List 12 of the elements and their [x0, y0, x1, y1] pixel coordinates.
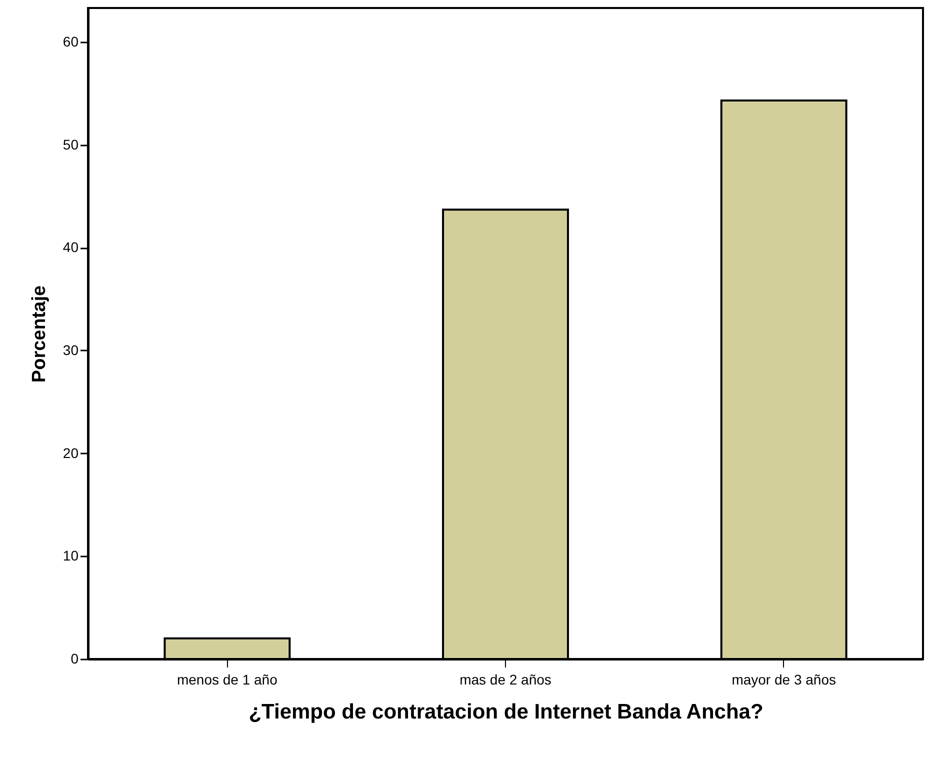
- x-tick-label: menos de 1 año: [176, 672, 278, 688]
- x-tick-label: mas de 2 años: [460, 672, 552, 688]
- y-tick-label: 20: [62, 444, 79, 461]
- y-tick-label: 0: [70, 650, 79, 666]
- x-tick-label: mayor de 3 años: [732, 672, 836, 688]
- y-axis-title: Porcentaje: [28, 285, 50, 383]
- y-tick-label: 50: [62, 136, 79, 152]
- y-tick-label: 40: [62, 239, 79, 256]
- y-tick-label: 30: [62, 342, 79, 358]
- y-tick-label: 60: [62, 33, 79, 50]
- y-tick-label: 10: [62, 548, 79, 564]
- x-axis-title: ¿Tiempo de contratacion de Internet Banda Ancha?: [248, 700, 764, 724]
